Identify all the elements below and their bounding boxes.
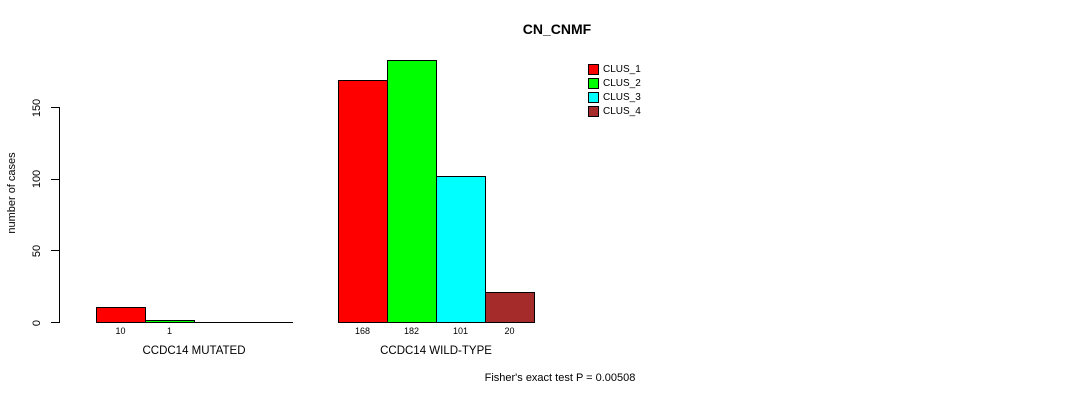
legend-swatch: [588, 77, 599, 89]
zero-height-bar: [243, 321, 293, 323]
legend-item: CLUS_1: [588, 62, 641, 76]
group-label: CCDC14 MUTATED: [142, 345, 246, 357]
legend-swatch: [588, 105, 599, 117]
bar: [145, 319, 195, 323]
legend-label: CLUS_1: [603, 63, 641, 75]
legend-item: CLUS_3: [588, 90, 641, 104]
bar-value-label: 10: [115, 326, 126, 336]
legend-item: CLUS_2: [588, 76, 641, 90]
bar: [436, 175, 486, 323]
bar: [485, 291, 535, 323]
bar: [387, 59, 437, 323]
bar-value-label: 101: [452, 326, 469, 336]
legend-label: CLUS_3: [603, 91, 641, 103]
y-axis-tick: [51, 178, 59, 180]
group-label: CCDC14 WILD-TYPE: [380, 345, 492, 357]
legend-label: CLUS_2: [603, 77, 641, 89]
bar-value-label: 168: [354, 326, 371, 336]
y-axis-tick: [51, 250, 59, 252]
legend-swatch: [588, 63, 599, 75]
legend: CLUS_1 CLUS_2 CLUS_3 CLUS_4: [588, 62, 641, 118]
bar-value-label: 182: [403, 326, 420, 336]
legend-swatch: [588, 91, 599, 103]
legend-item: CLUS_4: [588, 104, 641, 118]
bar: [338, 79, 388, 323]
bar-value-label: 20: [504, 326, 515, 336]
chart-title: CN_CNMF: [522, 21, 592, 37]
bar: [96, 306, 146, 323]
bar-value-label: 1: [166, 326, 173, 336]
legend-label: CLUS_4: [603, 105, 641, 117]
y-axis-line: [59, 107, 60, 323]
y-axis-tick: [51, 322, 59, 323]
fisher-test-annotation: Fisher's exact test P = 0.00508: [484, 372, 636, 384]
y-axis-tick: [51, 107, 59, 108]
zero-height-bar: [194, 321, 244, 323]
